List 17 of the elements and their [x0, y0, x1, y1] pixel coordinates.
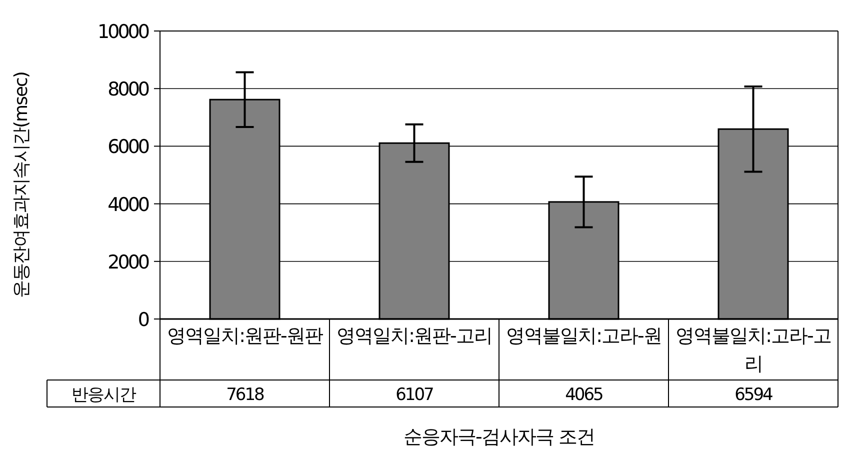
legend-label: 반응시간	[72, 385, 136, 405]
data-label: 4065	[565, 385, 604, 405]
x-axis-title: 순응자극-검사자극 조건	[404, 426, 594, 448]
y-tick-label: 4000	[108, 194, 149, 216]
x-tick-label: 영역불일치:고라-고리	[676, 325, 831, 375]
y-tick-label: 10000	[98, 21, 149, 43]
y-tick-label: 0	[138, 309, 149, 331]
data-label: 6594	[734, 385, 773, 405]
x-tick-label: 영역일치:원판-원판	[167, 325, 324, 347]
y-tick-label: 6000	[108, 136, 149, 158]
x-tick-label: 영역불일치:고라-원	[506, 325, 662, 347]
x-tick-label: 영역일치:원판-고리	[336, 325, 492, 347]
y-tick-label: 8000	[108, 78, 149, 101]
y-tick-label: 2000	[108, 251, 149, 274]
y-axis-title: 운동잔여효과지속시간(msec)	[11, 72, 32, 298]
data-label: 6107	[396, 385, 434, 405]
data-label: 7618	[226, 385, 264, 405]
